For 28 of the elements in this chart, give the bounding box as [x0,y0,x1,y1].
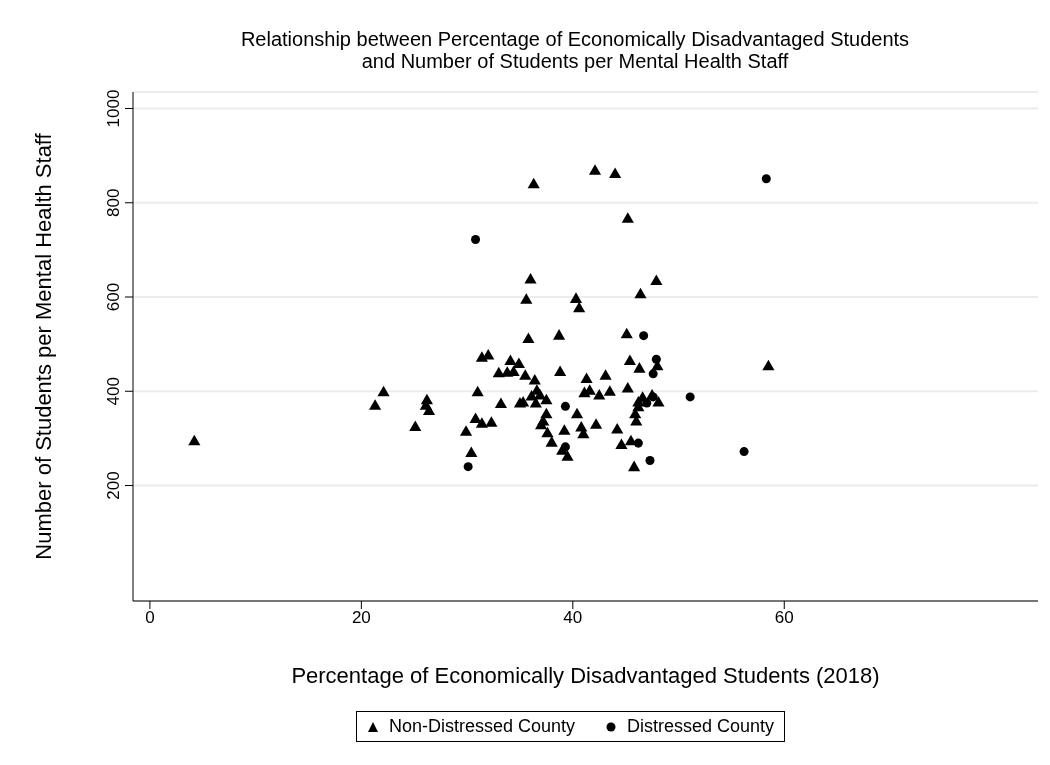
point [648,392,658,402]
y-tick-label: 400 [104,377,123,406]
x-tick-label: 40 [563,608,583,628]
point [645,456,655,466]
point [651,354,661,364]
point [648,369,658,379]
point [560,401,570,411]
point [761,174,771,184]
x-axis-title: Percentage of Economically Disadvantaged Students (2018) [291,663,880,688]
point [642,398,652,408]
x-tick-label: 0 [145,608,155,628]
chart-title: Relationship between Percentage of Economically Disadvantaged Students and Number of Students per Mental Health Staff [239,28,911,72]
point [639,331,649,341]
point [739,447,749,457]
point [633,438,643,448]
y-axis-title: Number of Students per Mental Health Staff [30,132,56,560]
y-tick-label: 600 [104,282,123,312]
point [471,235,481,245]
y-tick-label: 800 [104,188,123,217]
x-tick-label: 60 [774,608,794,628]
legend-label: Non-Distressed County [388,716,575,737]
point [560,442,570,452]
point [685,392,695,402]
point [463,462,473,472]
y-tick-label: 200 [104,471,123,500]
y-tick-label: 1000 [104,89,123,128]
x-tick-label: 20 [351,608,371,628]
legend-label: Distressed County [627,716,775,737]
